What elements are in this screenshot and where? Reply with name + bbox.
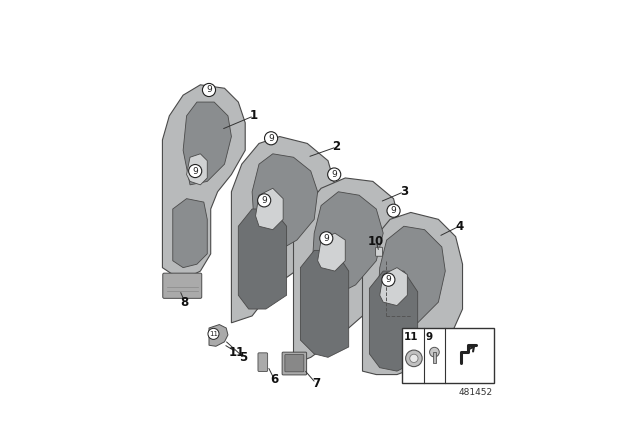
Polygon shape: [183, 102, 232, 185]
Polygon shape: [173, 198, 207, 267]
Circle shape: [382, 273, 395, 286]
Circle shape: [429, 347, 439, 357]
Polygon shape: [311, 192, 383, 299]
Circle shape: [410, 354, 418, 362]
Text: 11: 11: [209, 331, 218, 337]
Text: 5: 5: [239, 351, 248, 364]
Circle shape: [202, 83, 216, 96]
Text: 9: 9: [268, 134, 274, 143]
Text: 9: 9: [206, 86, 212, 95]
Polygon shape: [163, 85, 245, 278]
FancyBboxPatch shape: [285, 354, 304, 372]
Circle shape: [328, 168, 340, 181]
Polygon shape: [209, 324, 228, 346]
Circle shape: [208, 328, 219, 340]
Circle shape: [264, 132, 278, 145]
FancyBboxPatch shape: [282, 352, 307, 375]
Text: 11: 11: [404, 332, 419, 342]
Polygon shape: [380, 267, 407, 306]
Text: 7: 7: [312, 377, 320, 390]
Polygon shape: [300, 250, 349, 358]
Circle shape: [189, 164, 202, 177]
Circle shape: [406, 350, 422, 366]
Text: 9: 9: [192, 167, 198, 176]
Polygon shape: [187, 154, 207, 185]
Polygon shape: [376, 226, 445, 333]
Text: 6: 6: [271, 373, 278, 386]
Circle shape: [320, 232, 333, 245]
Text: 9: 9: [390, 206, 396, 215]
Text: 4: 4: [455, 220, 463, 233]
Circle shape: [258, 194, 271, 207]
Text: 9: 9: [323, 234, 329, 243]
Bar: [433, 352, 436, 363]
Text: 2: 2: [333, 140, 340, 153]
FancyBboxPatch shape: [163, 273, 202, 298]
Polygon shape: [317, 233, 345, 271]
Polygon shape: [252, 154, 317, 254]
Text: 9: 9: [425, 332, 433, 342]
Text: 1: 1: [250, 109, 258, 122]
Text: 11: 11: [228, 346, 244, 359]
Bar: [402, 328, 493, 383]
Polygon shape: [255, 188, 283, 230]
Polygon shape: [294, 178, 401, 364]
Text: 8: 8: [180, 296, 189, 309]
Text: 9: 9: [332, 170, 337, 179]
FancyBboxPatch shape: [376, 247, 383, 256]
Polygon shape: [362, 212, 463, 375]
Text: 3: 3: [400, 185, 408, 198]
Polygon shape: [369, 271, 418, 371]
Text: 9: 9: [261, 196, 267, 205]
Text: 9: 9: [385, 275, 391, 284]
FancyBboxPatch shape: [258, 353, 268, 371]
Circle shape: [387, 204, 400, 217]
Polygon shape: [232, 137, 335, 323]
Text: 10: 10: [368, 235, 385, 248]
Polygon shape: [238, 209, 287, 309]
Text: 481452: 481452: [458, 388, 492, 397]
